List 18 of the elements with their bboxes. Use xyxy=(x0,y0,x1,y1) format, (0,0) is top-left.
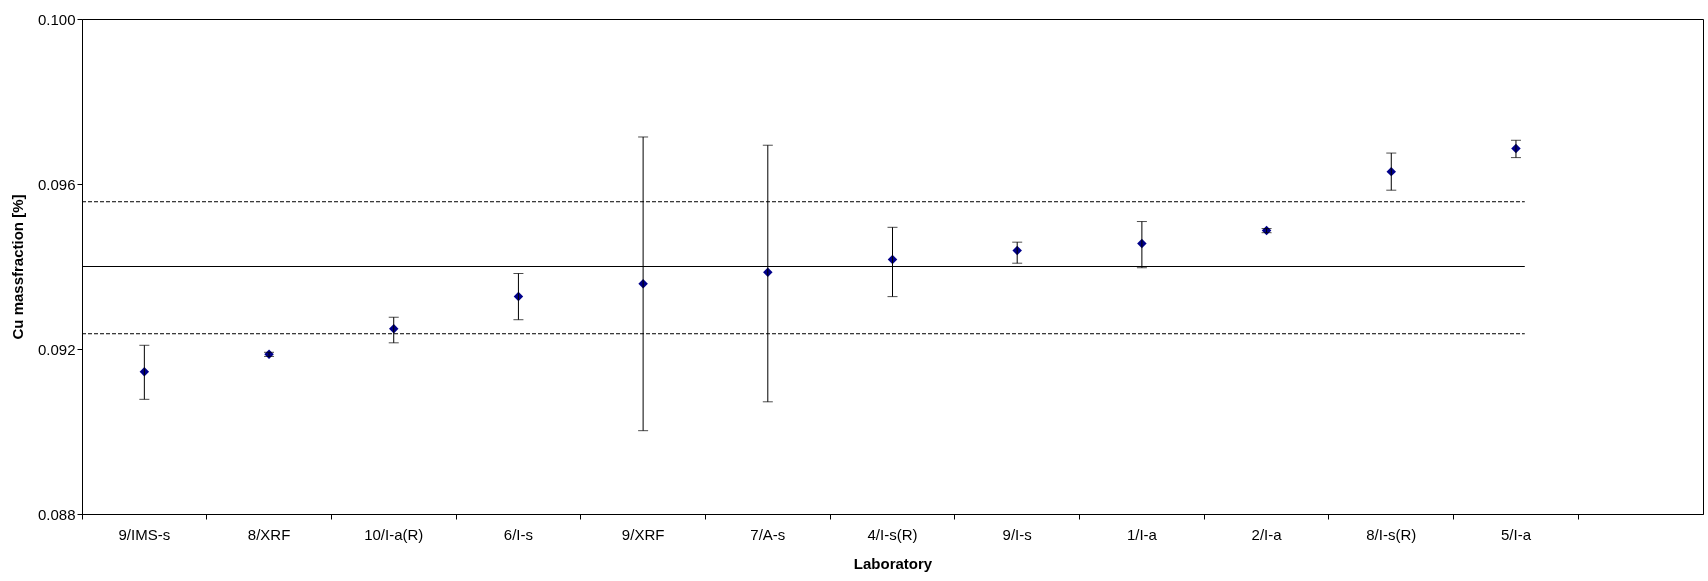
y-axis-title: Cu massfraction [%] xyxy=(8,194,26,340)
x-tick-label: 9/I-s xyxy=(1002,525,1032,543)
x-tick-label: 9/XRF xyxy=(621,525,665,543)
y-tick-label: 0.096 xyxy=(37,175,76,193)
x-axis-title: Laboratory xyxy=(853,554,933,572)
x-tick-label: 2/I-a xyxy=(1251,525,1283,543)
x-tick-label: 9/IMS-s xyxy=(118,525,171,543)
x-tick-label: 7/A-s xyxy=(750,525,786,543)
y-tick-label: 0.088 xyxy=(37,505,76,523)
x-tick-label: 6/I-s xyxy=(503,525,534,543)
x-tick-label: 1/I-a xyxy=(1126,525,1158,543)
x-tick-label: 8/XRF xyxy=(247,525,291,543)
x-tick-label: 10/I-a(R) xyxy=(364,525,424,543)
y-tick-label: 0.100 xyxy=(37,10,76,28)
x-tick-label: 5/I-a xyxy=(1500,525,1532,543)
y-tick-label: 0.092 xyxy=(37,340,76,358)
x-tick-label: 4/I-s(R) xyxy=(867,525,918,543)
x-tick-label: 8/I-s(R) xyxy=(1366,525,1417,543)
